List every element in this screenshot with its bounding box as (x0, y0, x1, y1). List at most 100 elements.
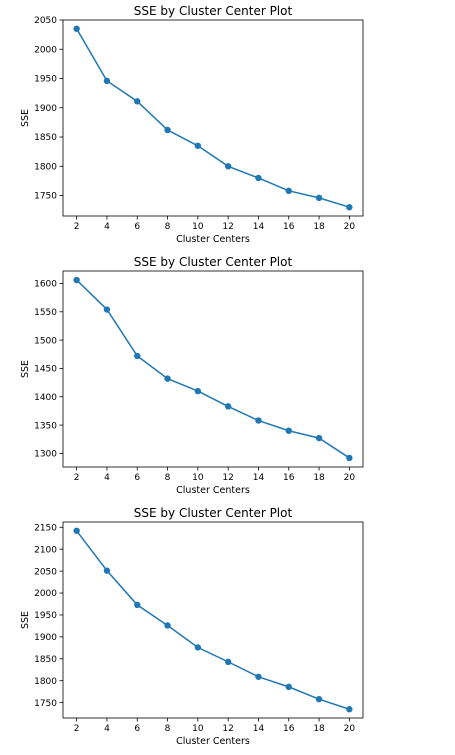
x-tick-label: 18 (313, 724, 325, 734)
chart-2: SSE by Cluster Center Plot 2 4 6 8 10 12 14 16 18… (20, 255, 364, 496)
data-point (224, 163, 232, 170)
x-tick-label: 2 (74, 222, 80, 232)
data-point (315, 194, 323, 202)
data-point (134, 98, 141, 105)
data-point (255, 417, 262, 424)
y-tick-label: 2050 (34, 567, 57, 577)
y-tick-label: 1350 (34, 421, 57, 431)
x-tick-label: 2 (74, 473, 80, 483)
x-tick-label: 10 (192, 724, 204, 734)
y-tick-label: 1850 (34, 133, 57, 143)
x-tick-label: 20 (344, 222, 356, 232)
data-point (194, 387, 202, 395)
chart-title: SSE by Cluster Center Plot (134, 255, 293, 269)
x-tick-label: 12 (222, 473, 233, 483)
data-point (346, 454, 353, 462)
data-point (134, 352, 141, 360)
y-tick-label: 1800 (34, 162, 57, 172)
x-tick-label: 6 (134, 473, 140, 483)
x-tick-label: 14 (253, 473, 265, 483)
x-tick-label: 16 (283, 724, 295, 734)
x-tick-label: 16 (283, 473, 295, 483)
x-tick-label: 18 (313, 222, 325, 232)
data-point (194, 142, 202, 149)
data-point (285, 683, 292, 691)
data-point (346, 204, 353, 211)
data-point (285, 187, 292, 195)
x-tick-label: 6 (134, 222, 140, 232)
x-tick-label: 12 (222, 724, 233, 734)
data-point (103, 567, 111, 574)
x-tick-label: 10 (192, 222, 204, 232)
y-tick-label: 2150 (34, 523, 57, 533)
x-axis-label: Cluster Centers (176, 234, 250, 245)
x-tick-label: 14 (253, 724, 265, 734)
x-tick-label: 4 (104, 724, 110, 734)
y-axis-label: SSE (20, 360, 31, 378)
y-tick-label: 1450 (34, 365, 57, 375)
x-tick-label: 8 (165, 724, 171, 734)
data-point (255, 174, 262, 182)
y-tick-label: 1550 (34, 308, 57, 318)
chart-title: SSE by Cluster Center Plot (134, 506, 293, 520)
series-line (75, 28, 350, 208)
y-tick-label: 1900 (34, 104, 57, 114)
series-line (76, 279, 350, 459)
data-point (73, 25, 80, 32)
data-point (73, 527, 80, 534)
y-tick-label: 1900 (34, 633, 57, 643)
data-point (285, 427, 292, 434)
x-tick-label: 20 (344, 724, 356, 734)
chart-3: SSE by Cluster Center Plot 2 4 6 8 10 12 14 16 18… (20, 506, 364, 747)
y-tick-label: 1400 (34, 393, 57, 403)
x-tick-label: 4 (104, 473, 110, 483)
series-line (76, 530, 350, 710)
data-point (224, 658, 232, 666)
data-point (346, 706, 353, 713)
data-point (103, 306, 111, 313)
y-tick-label: 2100 (34, 545, 57, 555)
x-tick-label: 6 (134, 724, 140, 734)
data-point (164, 375, 171, 382)
chart-1: SSE by Cluster Center Plot 2 4 6 8 10 12 14 16 18… (20, 4, 364, 245)
data-point (73, 276, 80, 284)
y-tick-label: 1950 (34, 611, 57, 621)
y-tick-label: 1800 (34, 677, 57, 687)
plot-frame (62, 521, 364, 719)
y-tick-label: 2050 (34, 16, 57, 26)
y-tick-label: 1750 (34, 192, 57, 202)
y-tick-label: 2000 (34, 45, 57, 55)
data-point (194, 644, 202, 651)
data-point (164, 622, 171, 629)
y-tick-label: 1600 (34, 280, 57, 290)
x-tick-label: 2 (74, 724, 80, 734)
x-tick-label: 14 (253, 222, 265, 232)
data-point (164, 126, 171, 134)
data-point (103, 77, 111, 85)
x-axis-label: Cluster Centers (176, 736, 250, 747)
x-tick-label: 8 (165, 473, 171, 483)
chart-title: SSE by Cluster Center Plot (134, 4, 293, 18)
x-axis-label: Cluster Centers (176, 485, 250, 496)
x-tick-label: 16 (283, 222, 295, 232)
x-tick-label: 10 (192, 473, 204, 483)
data-point (315, 434, 323, 442)
y-axis-label: SSE (20, 611, 31, 629)
y-axis-label: SSE (20, 109, 31, 127)
y-tick-label: 2000 (34, 589, 57, 599)
x-tick-label: 12 (222, 222, 233, 232)
x-tick-label: 4 (104, 222, 110, 232)
y-tick-label: 1500 (34, 336, 57, 346)
y-tick-label: 1300 (34, 450, 57, 460)
plot-frame (62, 270, 364, 468)
x-tick-label: 8 (165, 222, 171, 232)
y-tick-label: 1950 (34, 75, 57, 85)
y-tick-label: 1850 (34, 655, 57, 665)
data-point (224, 403, 232, 410)
y-tick-label: 1750 (34, 699, 57, 709)
data-point (255, 673, 262, 680)
x-tick-label: 18 (313, 473, 325, 483)
plot-frame (62, 19, 364, 217)
x-tick-label: 20 (344, 473, 356, 483)
